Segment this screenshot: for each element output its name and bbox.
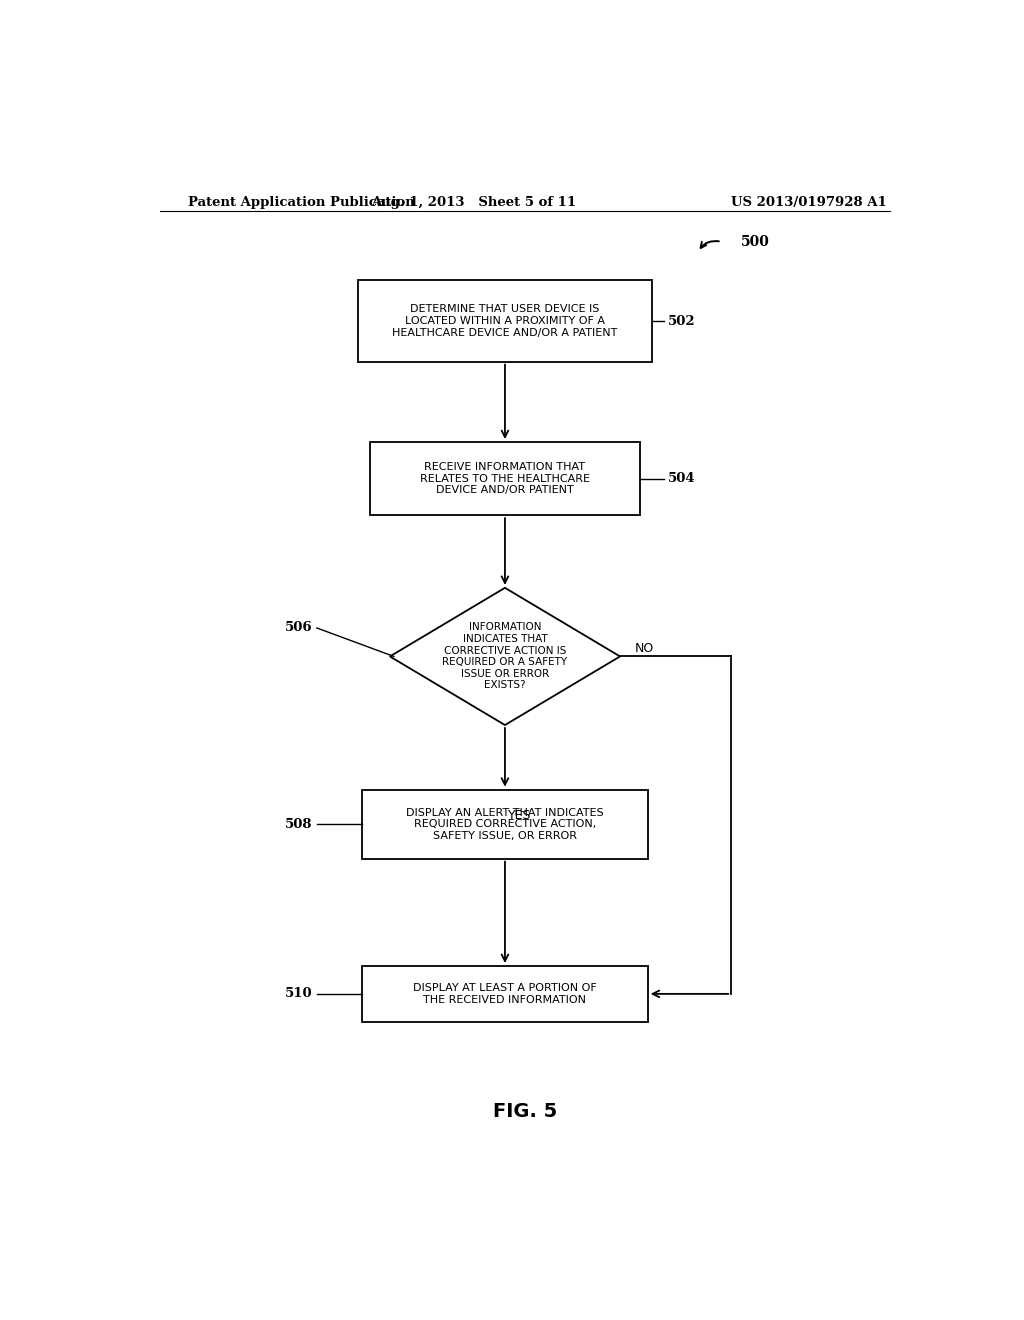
FancyBboxPatch shape <box>358 280 651 362</box>
Text: 508: 508 <box>285 817 312 830</box>
Text: US 2013/0197928 A1: US 2013/0197928 A1 <box>731 195 887 209</box>
Text: Aug. 1, 2013   Sheet 5 of 11: Aug. 1, 2013 Sheet 5 of 11 <box>371 195 575 209</box>
Text: INFORMATION
INDICATES THAT
CORRECTIVE ACTION IS
REQUIRED OR A SAFETY
ISSUE OR ER: INFORMATION INDICATES THAT CORRECTIVE AC… <box>442 623 567 690</box>
Text: DETERMINE THAT USER DEVICE IS
LOCATED WITHIN A PROXIMITY OF A
HEALTHCARE DEVICE : DETERMINE THAT USER DEVICE IS LOCATED WI… <box>392 305 617 338</box>
FancyBboxPatch shape <box>362 966 648 1022</box>
Text: NO: NO <box>634 642 653 655</box>
FancyBboxPatch shape <box>370 442 640 515</box>
Text: RECEIVE INFORMATION THAT
RELATES TO THE HEALTHCARE
DEVICE AND/OR PATIENT: RECEIVE INFORMATION THAT RELATES TO THE … <box>420 462 590 495</box>
Text: YES: YES <box>508 809 531 822</box>
Text: FIG. 5: FIG. 5 <box>493 1102 557 1121</box>
Text: 504: 504 <box>668 473 695 484</box>
Text: DISPLAY AT LEAST A PORTION OF
THE RECEIVED INFORMATION: DISPLAY AT LEAST A PORTION OF THE RECEIV… <box>413 983 597 1005</box>
Text: 510: 510 <box>285 987 312 1001</box>
Polygon shape <box>390 587 620 725</box>
Text: Patent Application Publication: Patent Application Publication <box>187 195 415 209</box>
Text: DISPLAY AN ALERT THAT INDICATES
REQUIRED CORRECTIVE ACTION,
SAFETY ISSUE, OR ERR: DISPLAY AN ALERT THAT INDICATES REQUIRED… <box>407 808 604 841</box>
FancyBboxPatch shape <box>362 789 648 859</box>
Text: 506: 506 <box>285 622 312 635</box>
Text: 502: 502 <box>668 314 695 327</box>
Text: 500: 500 <box>740 235 769 248</box>
